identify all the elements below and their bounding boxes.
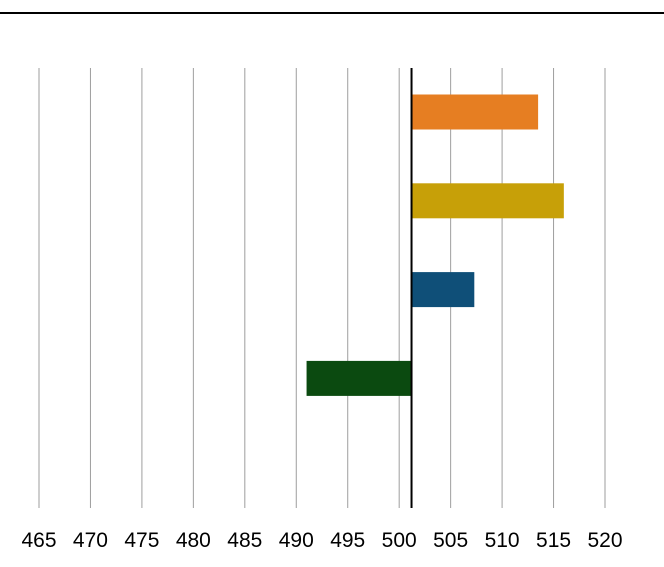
x-tick-label-465: 465 bbox=[21, 529, 56, 552]
gridlines bbox=[38, 68, 606, 508]
x-tick-label-470: 470 bbox=[73, 529, 108, 552]
bars bbox=[306, 94, 564, 396]
top-border-rule bbox=[0, 0, 664, 14]
x-tick-label-505: 505 bbox=[433, 529, 468, 552]
x-tick-label-515: 515 bbox=[536, 529, 571, 552]
x-tick-label-485: 485 bbox=[227, 529, 262, 552]
bar-4 bbox=[306, 360, 412, 396]
x-tick-label-475: 475 bbox=[124, 529, 159, 552]
x-tick-label-500: 500 bbox=[382, 529, 417, 552]
x-tick-labels: 465 470 475 480 485 490 495 500 505 510 515 520 bbox=[21, 529, 622, 552]
x-tick-label-520: 520 bbox=[587, 529, 622, 552]
bar-3 bbox=[411, 272, 475, 308]
bar-1 bbox=[411, 94, 539, 130]
x-tick-label-510: 510 bbox=[485, 529, 520, 552]
x-tick-label-490: 490 bbox=[279, 529, 314, 552]
bar-2 bbox=[411, 183, 564, 219]
x-tick-label-495: 495 bbox=[330, 529, 365, 552]
x-tick-label-480: 480 bbox=[176, 529, 211, 552]
